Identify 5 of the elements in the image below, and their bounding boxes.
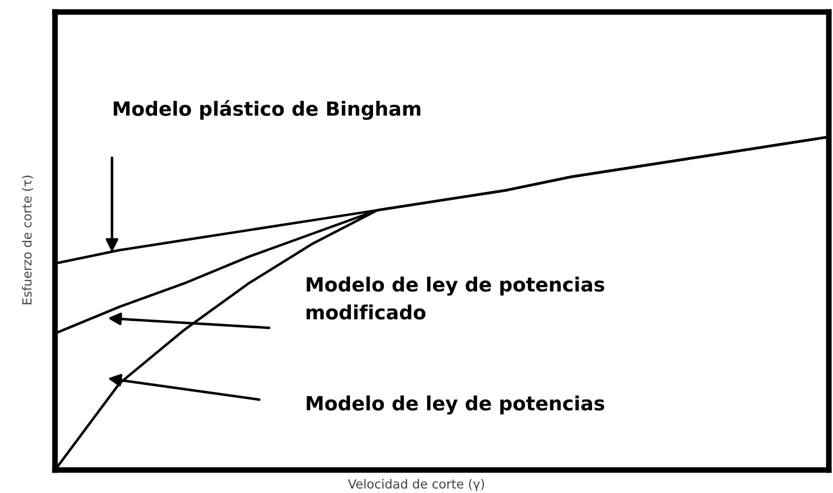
x-axis-title: Velocidad de corte (γ) <box>348 478 484 492</box>
annotation: Modelo de ley de potencias <box>306 396 604 414</box>
y-axis-title: Esfuerzo de corte (τ) <box>22 176 34 304</box>
text: Modelo plástico de Bingham <box>114 100 420 120</box>
annotation: Modelo de ley de potencias modificado <box>306 276 604 320</box>
